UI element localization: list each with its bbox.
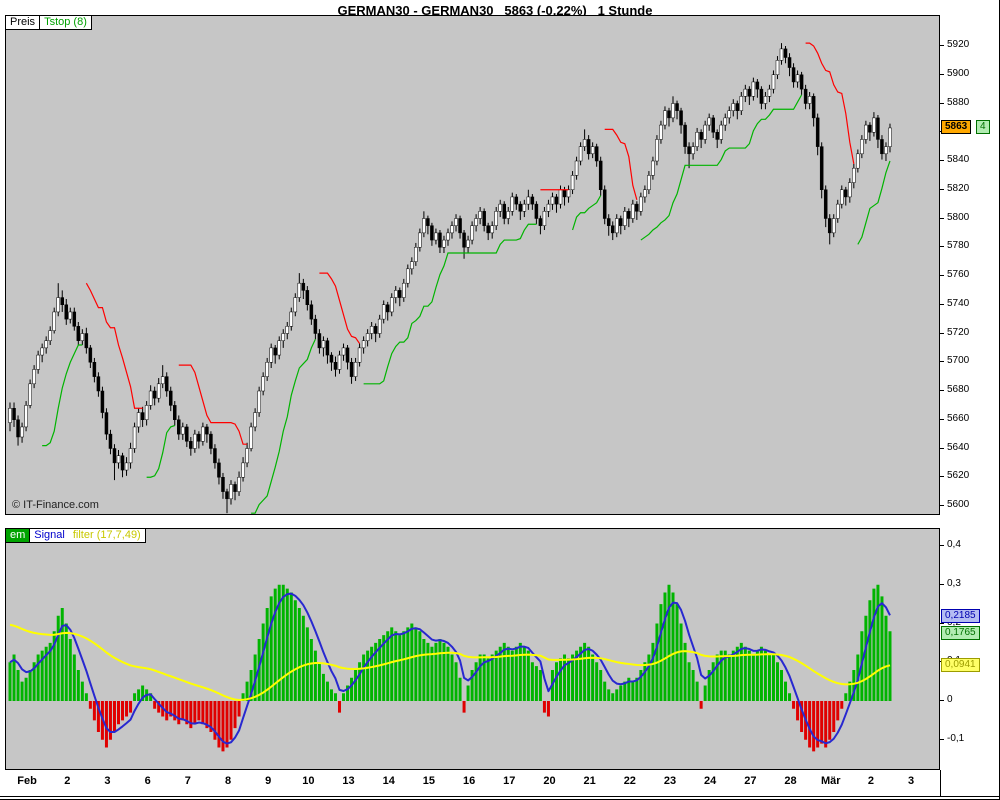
em-label: em: [6, 529, 31, 542]
time-axis-label: 15: [422, 775, 436, 787]
time-axis-label: Feb: [17, 775, 37, 787]
time-axis-label: 13: [342, 775, 355, 787]
time-axis-label: 21: [583, 775, 596, 787]
filter-label: filter (17,7,49): [72, 529, 141, 541]
time-axis-label: 22: [623, 775, 636, 787]
price-axis-label: 5840: [947, 154, 970, 165]
time-axis-label: 2: [64, 775, 71, 787]
indicator-chart[interactable]: [6, 529, 939, 769]
indicator-panel-legend: em Signal filter (17,7,49): [6, 529, 146, 543]
price-axis-label: 5800: [947, 211, 970, 223]
price-axis-tick: [940, 275, 944, 276]
price-axis-label: 5640: [947, 441, 970, 453]
time-axis-label: 9: [265, 775, 272, 787]
indicator-axis-tick: [940, 738, 944, 740]
price-axis-tick: [940, 361, 944, 363]
time-axis-label: 14: [382, 775, 395, 787]
axis-divider: [940, 770, 941, 796]
indicator-axis-label: 0: [947, 694, 953, 705]
price-axis-label: 5820: [947, 182, 970, 194]
price-axis-tick: [940, 332, 944, 334]
price-axis[interactable]: 5920590058805860584058205800578057605740…: [940, 15, 999, 515]
price-panel[interactable]: Preis Tstop (8) © IT-Finance.com: [5, 15, 940, 515]
price-chart[interactable]: [6, 16, 939, 514]
price-axis-tick: [940, 303, 944, 305]
price-axis-tick: [940, 160, 944, 161]
time-axis-label: 3: [908, 775, 915, 787]
price-axis-label: 5920: [947, 39, 970, 50]
time-axis[interactable]: Feb 2 3 6 7 8 9 10 13 14 15 16 17 20 21 22 23 24 27 28 Mär 2 3: [0, 770, 999, 796]
time-axis-label: 3: [104, 775, 111, 787]
price-axis-tick: [940, 73, 944, 75]
price-axis-label: 5780: [947, 240, 970, 252]
indicator-value-badge: 0,2185: [941, 609, 980, 624]
price-axis-tick: [940, 505, 944, 506]
indicator-value-badge: 0,0941: [941, 657, 980, 672]
time-axis-label: 24: [704, 775, 717, 787]
price-axis-tick: [940, 102, 944, 104]
price-axis-tick: [940, 476, 944, 478]
price-axis-label: 5720: [947, 326, 970, 338]
price-axis-label: 5620: [947, 470, 970, 482]
indicator-axis-label: 0,3: [947, 577, 961, 589]
watermark: © IT-Finance.com: [12, 499, 99, 511]
time-axis-label: 6: [144, 775, 151, 787]
price-axis-tick: [940, 447, 944, 449]
time-axis-label: 10: [302, 775, 315, 787]
indicator-panel[interactable]: em Signal filter (17,7,49): [5, 528, 940, 770]
time-axis-label: Mär: [820, 775, 841, 787]
signal-label: Signal: [34, 529, 65, 541]
price-axis-label: 5760: [947, 269, 970, 280]
price-axis-label: 5880: [947, 96, 970, 108]
price-axis-tick: [940, 246, 944, 248]
last-price-badge: 5863: [941, 119, 972, 134]
price-axis-label: 5700: [947, 355, 970, 367]
time-axis-label: 28: [784, 775, 797, 787]
time-axis-label: 8: [224, 775, 232, 787]
time-axis-label: 2: [867, 775, 874, 787]
time-axis-label: 23: [663, 775, 677, 787]
time-axis-label: 7: [184, 775, 191, 787]
price-axis-tick: [940, 217, 944, 219]
price-axis-tick: [940, 418, 944, 420]
indicator-axis-label: 0,4: [947, 539, 961, 550]
price-axis-label: 5680: [947, 384, 970, 395]
indicator-axis-tick: [940, 583, 944, 585]
indicator-axis-label: -0,1: [947, 732, 965, 744]
tstop-value-badge: 4: [976, 119, 990, 134]
time-axis-label: 16: [462, 775, 476, 787]
time-axis-label: 20: [543, 775, 556, 787]
price-axis-label: 5600: [947, 499, 970, 510]
price-axis-label: 5740: [947, 297, 970, 309]
price-axis-tick: [940, 390, 944, 391]
time-axis-label: 27: [744, 775, 757, 787]
tstop-label: Tstop (8): [44, 16, 87, 28]
price-axis-label: 5900: [947, 67, 970, 79]
price-axis-tick: [940, 188, 944, 190]
indicator-axis-tick: [940, 700, 944, 701]
price-panel-legend: Preis Tstop (8): [6, 16, 92, 30]
bottom-border: [0, 796, 999, 797]
price-axis-tick: [940, 45, 944, 46]
indicator-axis-tick: [940, 545, 944, 546]
chart-title: GERMAN30 - GERMAN30 5863 (-0,22%) 1 Stun…: [337, 3, 653, 18]
indicator-value-badge: 0,1765: [941, 625, 980, 640]
price-label: Preis: [6, 16, 41, 29]
time-axis-label: 17: [503, 775, 516, 787]
price-axis-label: 5660: [947, 412, 970, 424]
